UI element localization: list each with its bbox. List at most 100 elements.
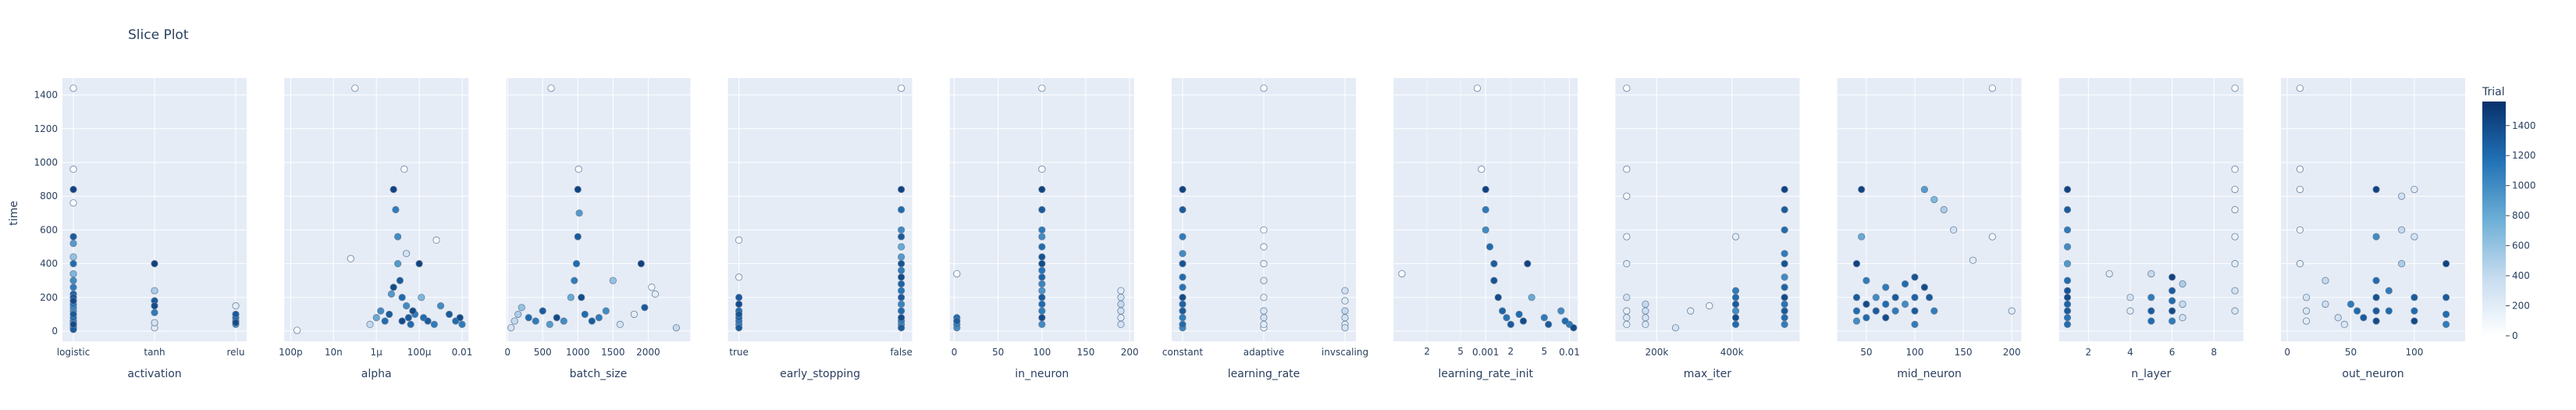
data-point bbox=[898, 273, 906, 281]
colorbar-title: Trial bbox=[2482, 86, 2505, 98]
data-point bbox=[2385, 307, 2393, 315]
data-point bbox=[532, 317, 539, 325]
data-point bbox=[2126, 307, 2134, 315]
data-point bbox=[2063, 276, 2072, 284]
data-point bbox=[1260, 226, 1268, 234]
data-point bbox=[898, 287, 906, 294]
data-point bbox=[2063, 320, 2072, 328]
data-point bbox=[1911, 273, 1919, 281]
data-point bbox=[1179, 314, 1187, 322]
data-point bbox=[898, 260, 906, 268]
data-point bbox=[898, 243, 906, 251]
data-point bbox=[1038, 84, 1046, 92]
data-point bbox=[1891, 294, 1899, 301]
data-point bbox=[377, 307, 385, 315]
data-point bbox=[69, 260, 77, 268]
data-point bbox=[1341, 307, 1349, 315]
colorbar[interactable]: Trial 0 200 400 600 800 1000 1200 1400 bbox=[2482, 86, 2536, 341]
data-point bbox=[1882, 300, 1890, 308]
x-tick-label: 100µ bbox=[407, 347, 432, 358]
data-point bbox=[1485, 243, 1494, 251]
data-point bbox=[1781, 273, 1788, 281]
data-point bbox=[2372, 185, 2380, 194]
data-point bbox=[672, 324, 680, 332]
data-point bbox=[1872, 307, 1880, 315]
data-point bbox=[1038, 185, 1046, 194]
data-point bbox=[1852, 260, 1861, 268]
data-point bbox=[514, 310, 522, 319]
data-point bbox=[1781, 226, 1788, 234]
data-point bbox=[2231, 287, 2239, 294]
data-point bbox=[396, 276, 404, 284]
data-point bbox=[2385, 287, 2393, 294]
data-point bbox=[2179, 300, 2186, 308]
data-point bbox=[1623, 84, 1631, 92]
x-tick-label: 50 bbox=[1860, 347, 1872, 358]
x-tick-label: 0.01 bbox=[452, 347, 473, 358]
x-tick-label: 150 bbox=[1077, 347, 1095, 358]
data-point bbox=[641, 304, 649, 312]
data-point bbox=[2398, 192, 2406, 200]
data-point bbox=[571, 276, 578, 284]
data-point bbox=[648, 283, 656, 291]
colorbar-gradient bbox=[2482, 102, 2506, 336]
data-point bbox=[898, 324, 906, 332]
data-point bbox=[1038, 260, 1046, 268]
x-tick-label: 1000 bbox=[566, 347, 590, 358]
data-point bbox=[507, 324, 515, 332]
data-point bbox=[398, 294, 406, 301]
data-point bbox=[518, 304, 525, 312]
data-point bbox=[572, 260, 581, 268]
data-point bbox=[2147, 294, 2155, 301]
x-tick-label: 100 bbox=[1906, 347, 1924, 358]
data-point bbox=[2411, 233, 2418, 241]
data-point bbox=[2231, 260, 2239, 268]
data-point bbox=[1260, 276, 1268, 284]
data-point bbox=[400, 166, 408, 173]
x-axis-title: out_neuron bbox=[2342, 368, 2403, 380]
data-point bbox=[1911, 320, 1919, 328]
x-tick-label: 0 bbox=[952, 347, 958, 358]
data-point bbox=[1038, 226, 1046, 234]
data-point bbox=[2411, 294, 2418, 301]
data-point bbox=[2063, 314, 2072, 322]
data-point bbox=[398, 317, 406, 325]
data-point bbox=[1891, 307, 1899, 315]
data-point bbox=[1781, 307, 1788, 315]
data-point bbox=[2322, 276, 2329, 284]
data-point bbox=[1490, 260, 1498, 268]
data-point bbox=[1260, 260, 1268, 268]
data-point bbox=[1499, 307, 1507, 315]
data-point bbox=[2169, 307, 2176, 315]
data-point bbox=[69, 283, 77, 291]
data-point bbox=[1969, 256, 1977, 264]
data-point bbox=[1623, 314, 1631, 322]
data-point bbox=[1852, 294, 1861, 301]
data-point bbox=[1507, 320, 1514, 328]
data-point bbox=[1179, 320, 1187, 328]
data-point bbox=[898, 253, 906, 261]
x-tick-label: 8 bbox=[2211, 347, 2217, 358]
data-point bbox=[1482, 226, 1489, 234]
panel-max_iter: 200k 400k max_iter bbox=[1615, 78, 1800, 380]
x-tick-label: constant bbox=[1162, 347, 1203, 358]
data-point bbox=[1623, 320, 1631, 328]
data-point bbox=[575, 209, 583, 217]
data-point bbox=[1950, 226, 1958, 234]
data-point bbox=[409, 307, 417, 315]
data-point bbox=[735, 300, 743, 308]
data-point bbox=[2169, 287, 2176, 294]
data-point bbox=[1781, 260, 1788, 268]
data-point bbox=[2231, 84, 2239, 92]
x-tick-label: 400k bbox=[1720, 347, 1744, 358]
data-point bbox=[418, 294, 425, 301]
y-axis-title: time bbox=[8, 201, 20, 226]
data-point bbox=[1642, 300, 1649, 308]
data-point bbox=[581, 310, 589, 319]
data-point bbox=[1117, 314, 1125, 322]
x-tick-label: 1µ bbox=[371, 347, 383, 358]
data-point bbox=[1781, 300, 1788, 308]
data-point bbox=[1260, 294, 1268, 301]
